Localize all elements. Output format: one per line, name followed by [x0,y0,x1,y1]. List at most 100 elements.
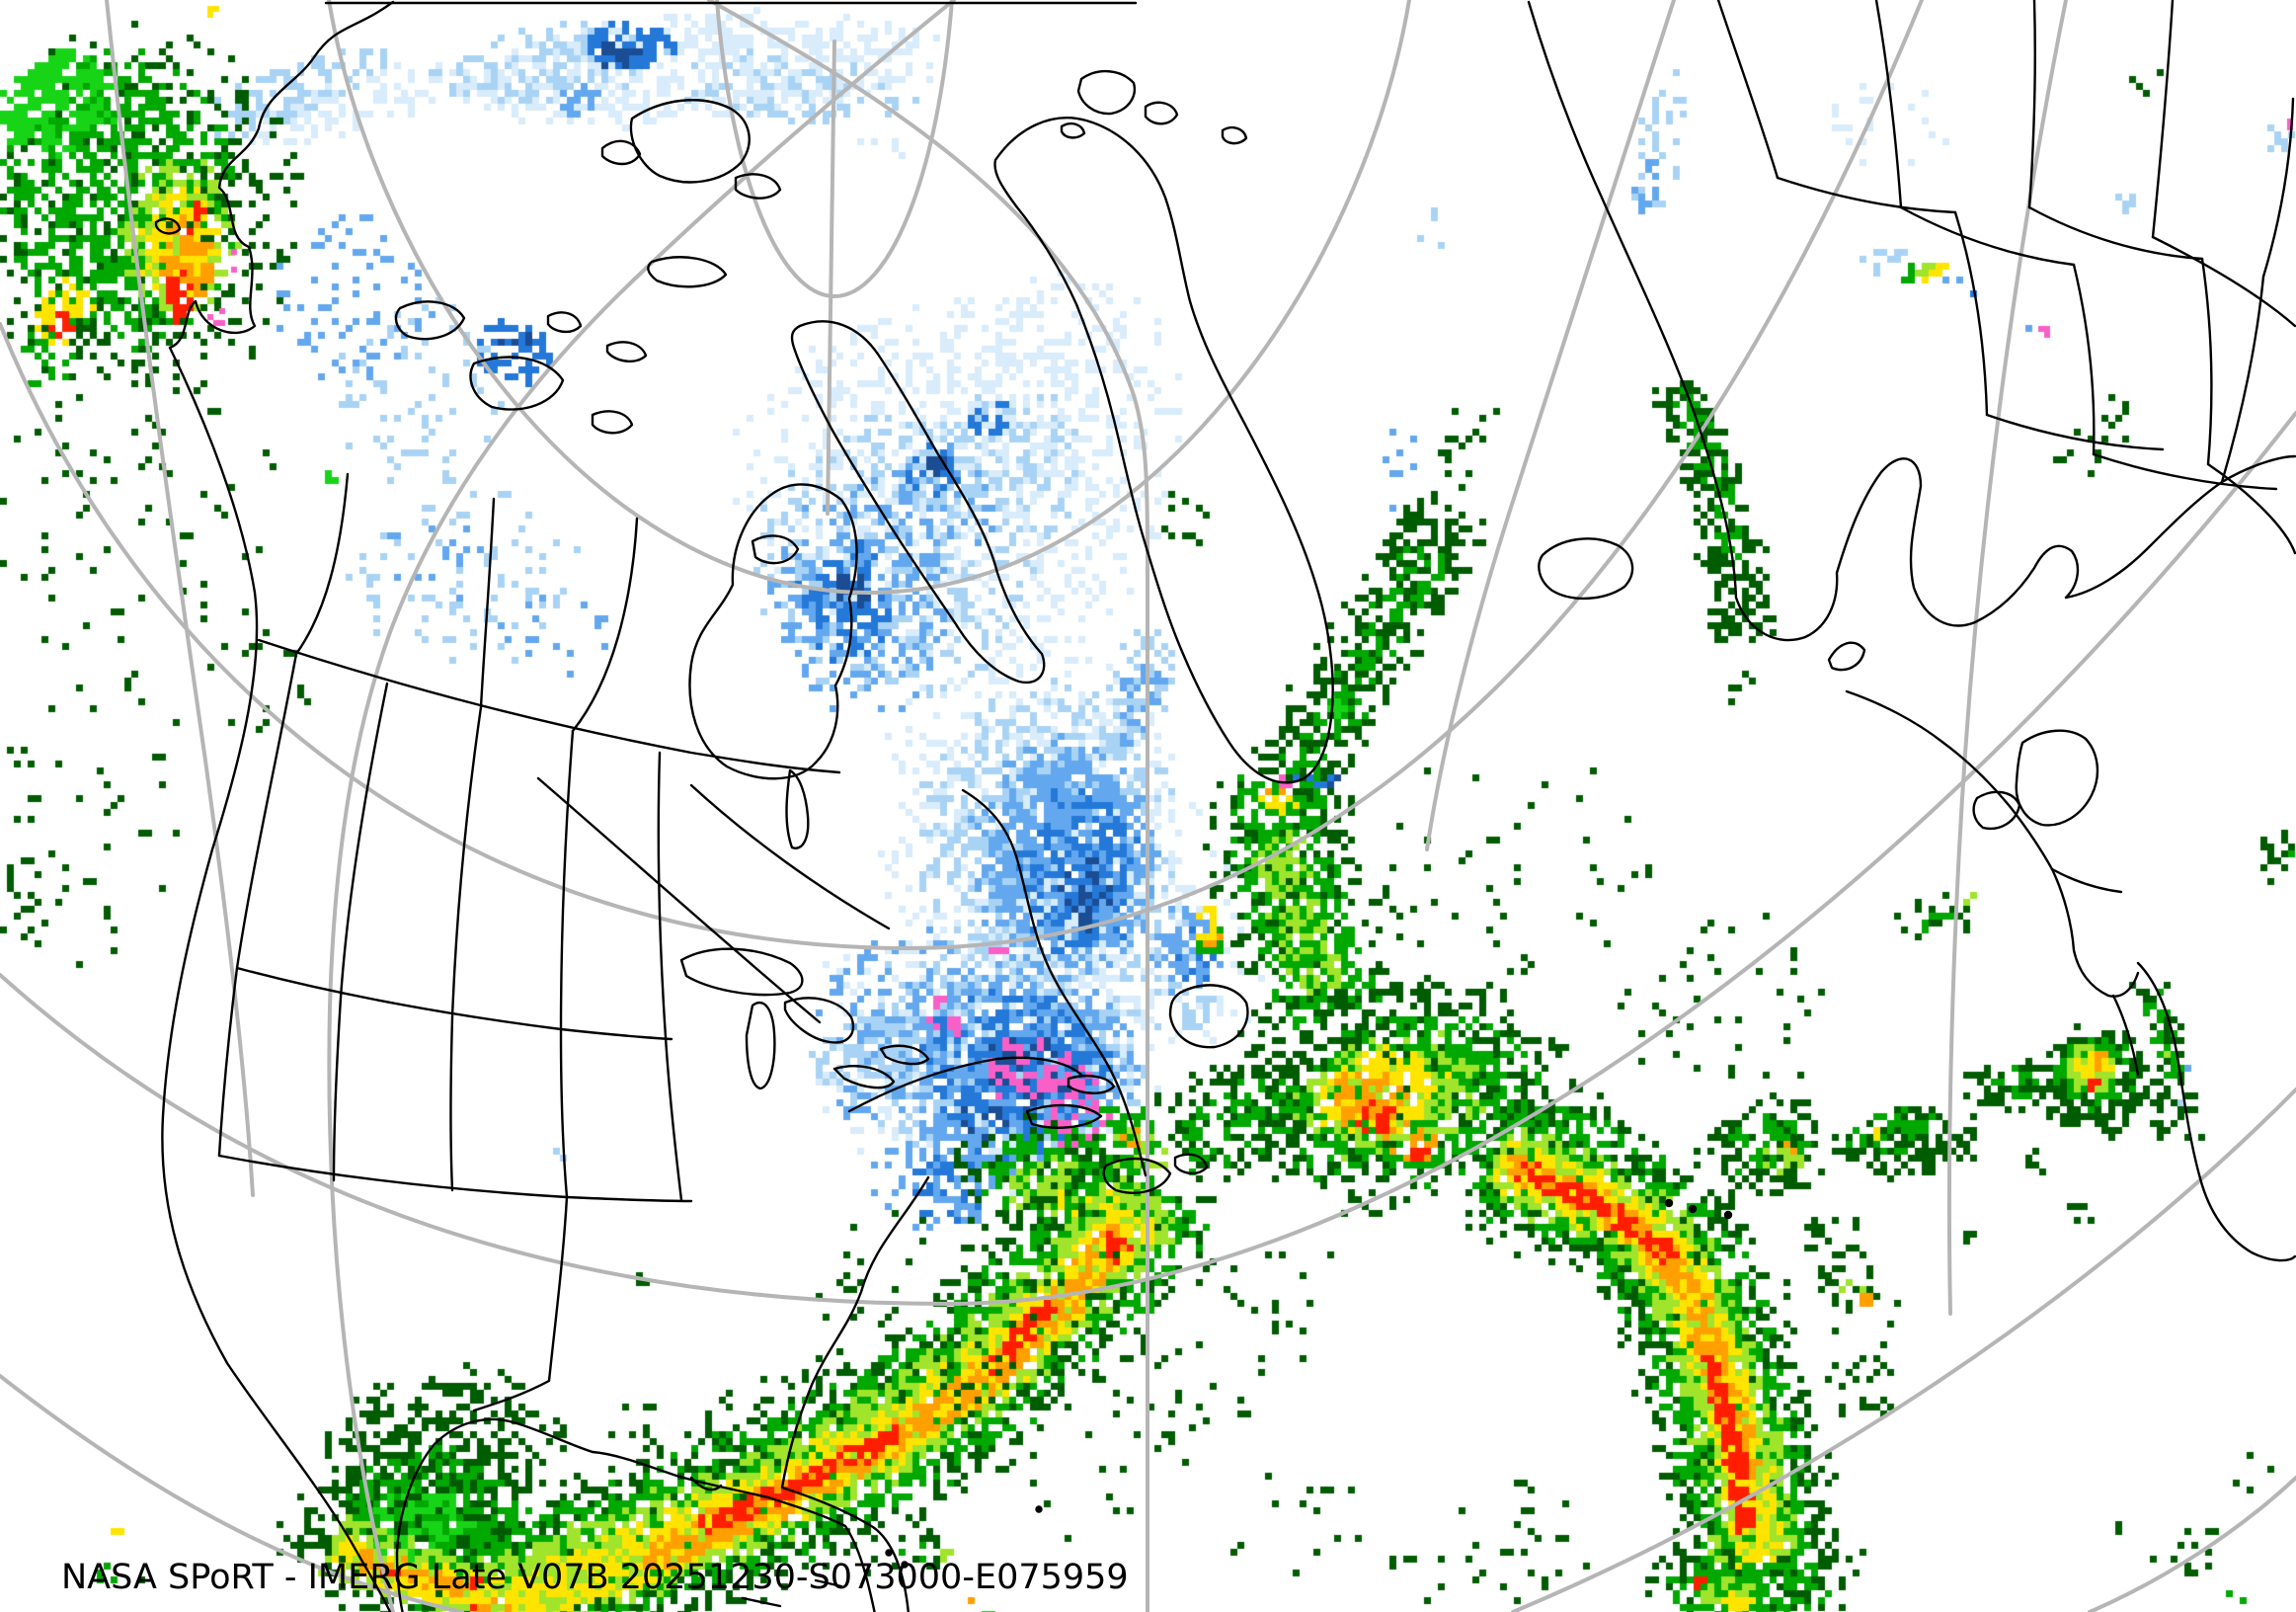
cape-breton [1173,1153,1209,1175]
province-border [571,517,639,733]
lake-superior [679,947,804,997]
state-border [449,705,483,1192]
jutland [1827,641,1866,672]
country-border [2027,205,2204,261]
parallel-arc [1511,1088,2296,1612]
mississippi-delta [689,1476,723,1491]
state-border [472,1195,569,1412]
country-border [2072,263,2096,456]
meridian-line [327,0,956,1612]
arctic-island [546,311,583,334]
country-border [1985,413,2165,451]
parallel-arc [715,0,954,299]
ellesmere-island [629,99,751,184]
meridian-line [105,0,255,1197]
country-border [1899,205,2076,267]
gaspe-peninsula [1025,1103,1103,1129]
nova-scotia [1102,1157,1172,1194]
svalbard [1076,70,1137,116]
province-border [689,783,891,930]
svalbard-island [1060,122,1086,139]
great-britain [2015,729,2099,827]
province-border [536,776,822,1024]
bahamas [814,1578,843,1588]
meridian-line [826,40,836,516]
state-border [235,966,673,1041]
meridian-line [1946,0,2068,1316]
parallel-arc [2088,1476,2296,1612]
country-border [2261,97,2295,279]
iceland [1538,537,1634,601]
country-border [2027,0,2036,209]
us-canada-border [257,638,841,774]
state-border [657,751,683,1202]
bahamas-island [901,1561,909,1569]
bahamas-island [885,1549,893,1557]
meridian-line [1425,0,1676,851]
lake-huron [783,997,855,1044]
arctic-island [605,341,648,363]
anticosti-island [1067,1075,1116,1094]
scandinavia-coast [1527,0,2296,642]
province-border [479,497,496,709]
hudson-bay [688,483,858,780]
country-border [2220,275,2265,484]
product-caption: NASA SPoRT - IMERG Late V07B 20251230-S0… [61,1558,1129,1597]
country-border [1716,0,1780,180]
arctic-island [734,173,782,200]
arctic-island [591,410,634,435]
parallel-arc [327,0,1411,596]
country-border [2200,257,2213,466]
atlantic-coast [780,1175,930,1612]
country-border [1874,0,1903,209]
ireland [1972,790,2021,831]
lake-erie [832,1065,896,1089]
azores-island [1664,1198,1674,1208]
azores-island [1688,1204,1698,1214]
labrador-coast [961,788,1148,1177]
svalbard-island [1144,101,1179,125]
victoria-island [469,356,565,411]
gulf-coast [395,1417,876,1612]
james-bay [785,768,810,849]
devon-island [647,256,728,288]
baffin-island [790,320,1046,685]
parallel-arc [0,411,2296,1307]
svalbard-island [1221,126,1248,145]
country-border [2206,462,2296,555]
southampton-island [751,534,800,565]
province-border [294,472,350,656]
greenland [993,117,1334,784]
alps-border [2111,994,2140,1077]
country-border [2092,452,2278,491]
lake-michigan [745,1001,776,1090]
coastlines-borders [154,0,2296,1612]
meridian-line [707,0,1149,1612]
banks-island [394,300,466,341]
cuba [741,1596,782,1608]
country-border [2151,0,2175,239]
lake-ontario [879,1044,930,1066]
state-border [217,1154,693,1203]
pyrenees-border [2050,867,2123,894]
azores-island [1723,1210,1733,1220]
italy-coast [2136,961,2296,1262]
parallel-arc [0,1374,464,1612]
alaska-coast [168,0,395,350]
country-border [2151,235,2296,328]
pacific-coast [161,346,392,1612]
newfoundland [1168,984,1249,1049]
state-border [217,652,298,1158]
country-border [1776,176,1957,214]
state-border [559,729,575,1199]
bermuda [1035,1505,1043,1513]
parallel-arc [0,0,1924,951]
europe-coast [1845,689,2140,998]
country-border [1953,210,1989,417]
st-lawrence-north-shore [847,1056,1083,1113]
state-border [332,682,389,1182]
axel-heiberg-island [600,139,642,166]
